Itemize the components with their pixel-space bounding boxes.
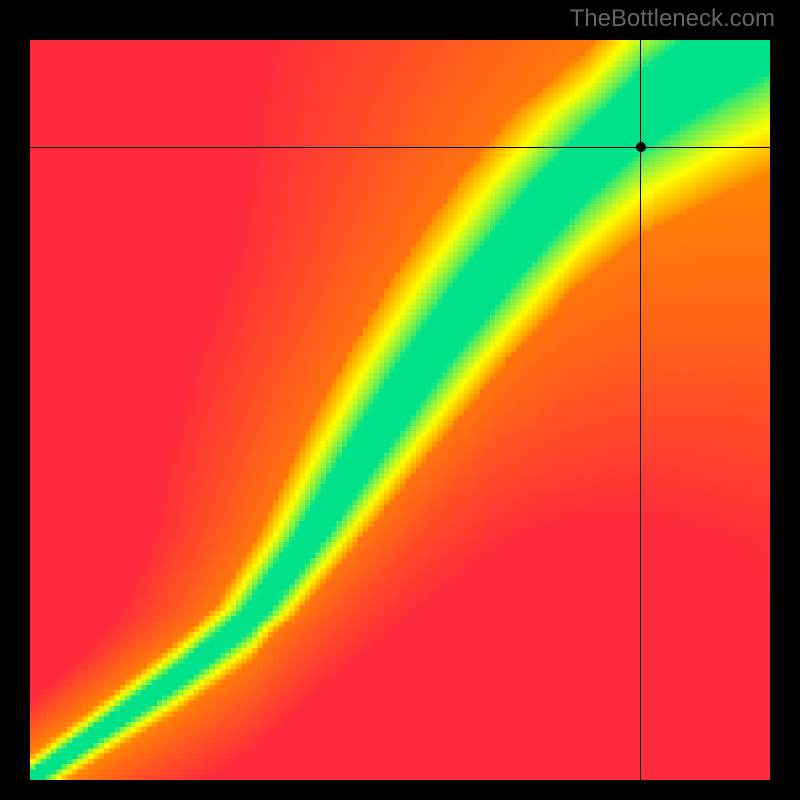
watermark-text: TheBottleneck.com xyxy=(570,5,775,33)
heatmap-canvas xyxy=(30,40,770,780)
plot-area xyxy=(30,40,770,780)
figure-root: TheBottleneck.com xyxy=(0,0,800,800)
